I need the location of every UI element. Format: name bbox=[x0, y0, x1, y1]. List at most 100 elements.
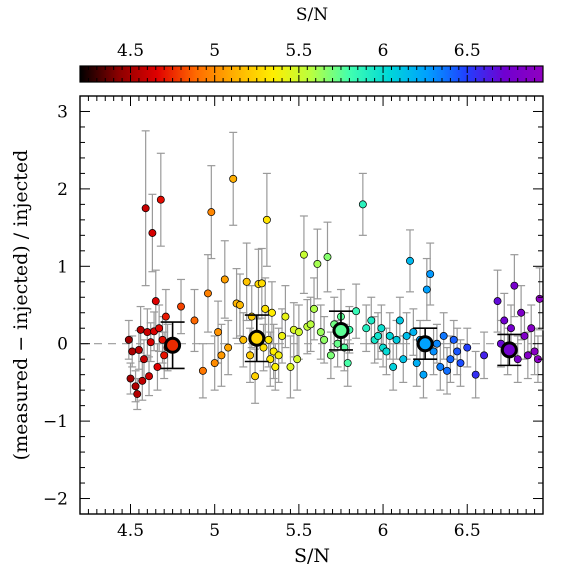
data-point bbox=[520, 332, 529, 340]
data-point bbox=[138, 376, 147, 385]
colorbar-tick-label: 6.5 bbox=[454, 41, 481, 61]
data-point bbox=[449, 335, 458, 344]
data-point bbox=[377, 324, 386, 333]
data-point bbox=[251, 372, 260, 381]
binned-mean-point bbox=[248, 329, 266, 347]
data-point bbox=[374, 332, 382, 340]
data-point bbox=[124, 335, 133, 344]
data-point bbox=[161, 312, 170, 321]
data-point bbox=[153, 362, 162, 371]
colorbar-ticks bbox=[79, 66, 544, 82]
data-point bbox=[422, 285, 431, 294]
data-point bbox=[446, 355, 455, 364]
data-point bbox=[432, 339, 441, 348]
data-point bbox=[133, 390, 142, 398]
data-point bbox=[262, 215, 271, 224]
colorbar bbox=[79, 65, 544, 83]
data-point bbox=[156, 195, 165, 204]
y-tick-label: 1 bbox=[57, 257, 68, 277]
plot-frame bbox=[79, 95, 544, 515]
data-point bbox=[362, 324, 371, 333]
data-point bbox=[513, 355, 522, 364]
data-point bbox=[443, 366, 451, 375]
data-point bbox=[456, 359, 465, 368]
data-point bbox=[439, 332, 448, 340]
data-point bbox=[220, 275, 229, 284]
data-point bbox=[402, 332, 411, 340]
y-tick-labels: −2 −1 0 1 2 3 bbox=[43, 102, 68, 509]
data-point bbox=[316, 328, 325, 337]
data-point bbox=[207, 208, 216, 217]
data-point bbox=[229, 174, 238, 183]
y-tick-label: −1 bbox=[43, 412, 68, 432]
binned-mean-point bbox=[416, 335, 434, 353]
x-axis-label: S/N bbox=[294, 545, 330, 567]
data-point bbox=[131, 382, 140, 391]
data-point bbox=[155, 324, 164, 333]
colorbar-tick-label: 5 bbox=[209, 41, 220, 61]
colorbar-tick-label: 6 bbox=[378, 41, 389, 61]
data-point bbox=[190, 316, 199, 325]
data-point bbox=[480, 351, 489, 360]
data-point bbox=[151, 297, 160, 306]
data-point bbox=[278, 332, 286, 340]
data-point bbox=[323, 253, 332, 261]
y-tick-label: 0 bbox=[57, 335, 68, 355]
data-point bbox=[128, 347, 137, 356]
colorbar-label: S/N bbox=[296, 5, 328, 25]
data-point bbox=[210, 359, 219, 368]
data-point bbox=[148, 229, 157, 237]
data-point bbox=[141, 204, 150, 213]
data-point bbox=[246, 351, 254, 360]
data-point bbox=[419, 370, 428, 379]
data-point bbox=[406, 256, 414, 265]
data-point bbox=[530, 347, 539, 356]
data-point bbox=[426, 270, 435, 278]
x-tick-label: 5.5 bbox=[285, 521, 312, 541]
binned-mean-point bbox=[500, 341, 518, 359]
data-point bbox=[264, 335, 273, 344]
data-point bbox=[281, 312, 290, 321]
x-tick-label: 4.5 bbox=[117, 521, 144, 541]
data-point bbox=[177, 302, 185, 311]
data-point bbox=[507, 324, 515, 333]
data-point bbox=[286, 362, 295, 371]
data-point bbox=[242, 277, 251, 286]
data-points bbox=[124, 174, 544, 398]
binned-mean-point bbox=[332, 322, 350, 340]
data-point bbox=[160, 351, 169, 360]
data-point bbox=[134, 345, 143, 354]
data-point bbox=[214, 328, 223, 337]
y-axis-label: (measured − injected) / injected bbox=[10, 150, 32, 461]
data-point bbox=[517, 308, 526, 317]
data-point bbox=[126, 374, 135, 383]
colorbar-tick-label: 5.5 bbox=[285, 41, 312, 61]
data-point bbox=[399, 355, 408, 364]
binned-means bbox=[160, 310, 522, 370]
y-tick-label: −2 bbox=[43, 490, 68, 510]
data-point bbox=[358, 200, 367, 209]
data-point bbox=[257, 279, 266, 288]
data-point bbox=[239, 335, 248, 344]
data-point bbox=[306, 320, 315, 329]
data-point bbox=[510, 281, 519, 290]
data-point bbox=[412, 359, 421, 368]
data-point bbox=[500, 316, 509, 325]
y-tick-label: 2 bbox=[57, 180, 68, 200]
data-point bbox=[527, 324, 536, 333]
data-point bbox=[198, 366, 207, 375]
data-point bbox=[409, 328, 418, 337]
data-point bbox=[471, 370, 480, 379]
data-point bbox=[294, 328, 303, 337]
binned-mean-point bbox=[164, 336, 182, 354]
data-point bbox=[235, 301, 244, 309]
data-point bbox=[310, 304, 318, 313]
data-point bbox=[352, 307, 361, 316]
data-point bbox=[299, 250, 308, 259]
data-point bbox=[293, 355, 302, 364]
data-point bbox=[261, 304, 270, 313]
data-point bbox=[267, 308, 276, 317]
data-point bbox=[382, 347, 391, 356]
data-point bbox=[453, 347, 462, 356]
